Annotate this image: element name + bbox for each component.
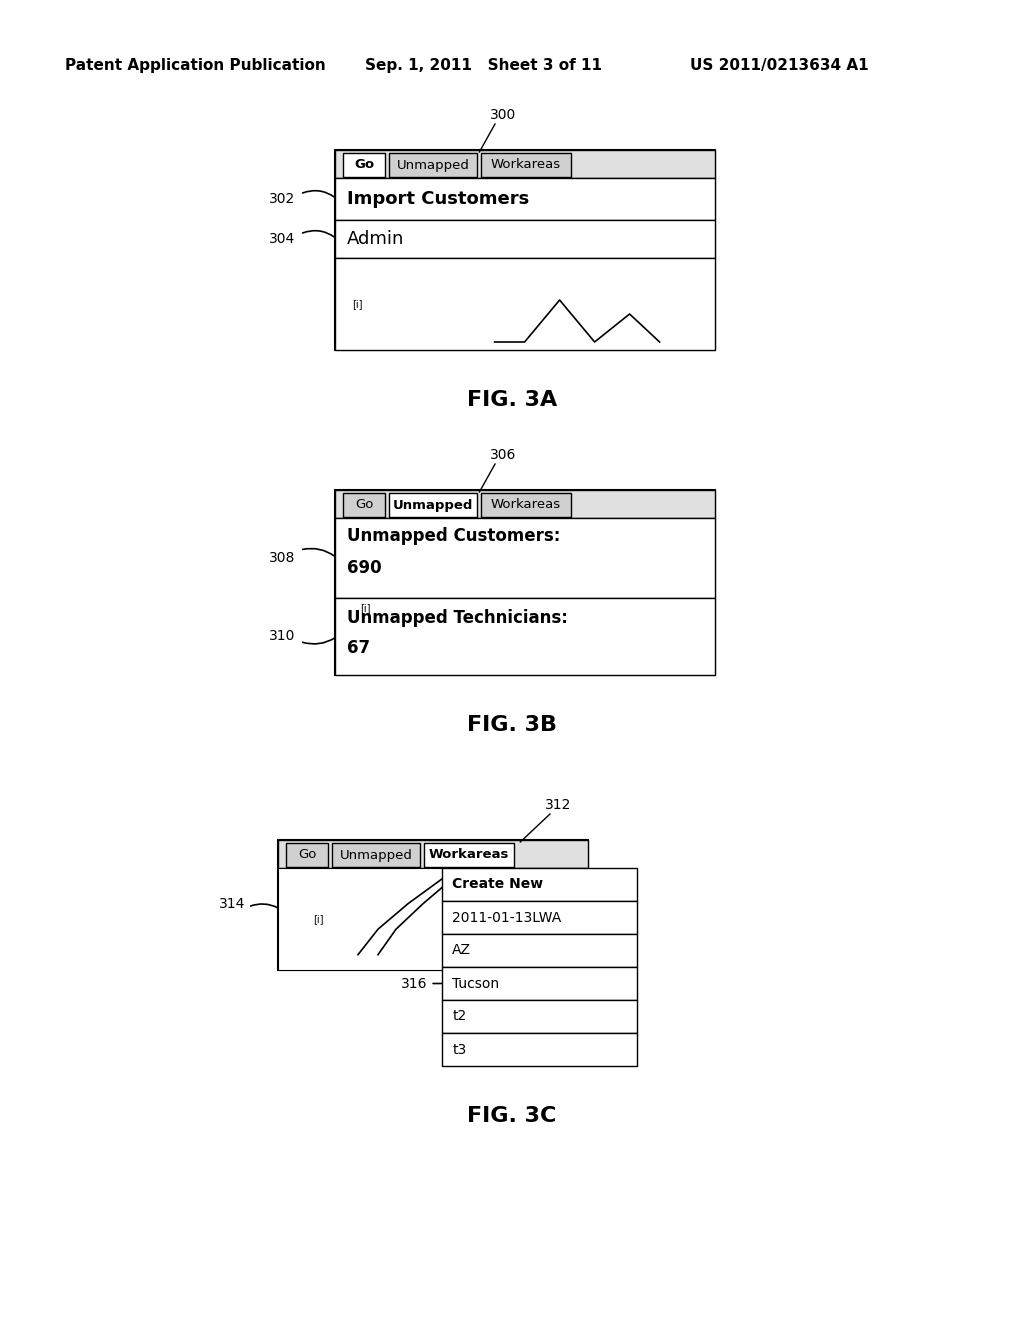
Text: 302: 302 <box>268 191 295 206</box>
Text: AZ: AZ <box>453 944 471 957</box>
Text: 690: 690 <box>347 558 382 577</box>
Text: t3: t3 <box>453 1043 467 1056</box>
Bar <box>286 843 328 867</box>
Text: Go: Go <box>354 499 373 511</box>
Text: FIG. 3C: FIG. 3C <box>467 1106 557 1126</box>
Bar <box>442 869 637 902</box>
Text: 2011-01-13LWA: 2011-01-13LWA <box>453 911 561 924</box>
Bar <box>335 490 715 675</box>
Text: Patent Application Publication: Patent Application Publication <box>65 58 326 73</box>
Text: 316: 316 <box>400 977 427 990</box>
Text: Unmapped: Unmapped <box>393 499 473 511</box>
Bar <box>335 517 715 598</box>
Text: FIG. 3A: FIG. 3A <box>467 389 557 411</box>
Text: 308: 308 <box>268 550 295 565</box>
Bar <box>335 220 715 257</box>
Text: Workareas: Workareas <box>490 499 561 511</box>
Text: Workareas: Workareas <box>490 158 561 172</box>
Bar <box>442 902 637 935</box>
Text: [i]: [i] <box>312 913 324 924</box>
Bar <box>442 1034 637 1067</box>
Bar <box>335 490 715 517</box>
Bar <box>335 257 715 350</box>
Bar <box>335 150 715 178</box>
Text: Unmapped Customers:: Unmapped Customers: <box>347 527 560 545</box>
Text: Admin: Admin <box>347 230 404 248</box>
Text: 312: 312 <box>545 799 571 812</box>
Text: 306: 306 <box>490 447 516 462</box>
Bar <box>278 840 588 970</box>
Bar <box>343 153 385 177</box>
Bar <box>278 840 588 869</box>
Text: Go: Go <box>354 158 374 172</box>
Bar <box>335 178 715 220</box>
Text: Tucson: Tucson <box>453 977 500 990</box>
Text: Import Customers: Import Customers <box>347 190 529 209</box>
Bar <box>343 492 385 517</box>
Bar <box>335 598 715 675</box>
Text: 304: 304 <box>268 232 295 246</box>
Bar <box>332 843 420 867</box>
Bar <box>424 843 514 867</box>
Text: Workareas: Workareas <box>429 849 509 862</box>
Text: 314: 314 <box>219 898 245 911</box>
Bar <box>389 492 477 517</box>
Text: [i]: [i] <box>359 603 371 612</box>
Text: Unmapped Technicians:: Unmapped Technicians: <box>347 609 568 627</box>
Bar <box>278 869 588 970</box>
Text: t2: t2 <box>453 1010 467 1023</box>
Text: 300: 300 <box>490 108 516 121</box>
Text: Unmapped: Unmapped <box>396 158 469 172</box>
Text: [i]: [i] <box>352 300 362 309</box>
Bar <box>442 1001 637 1034</box>
Text: Create New: Create New <box>453 878 544 891</box>
Bar <box>481 492 571 517</box>
Bar <box>442 968 637 1001</box>
Text: Unmapped: Unmapped <box>340 849 413 862</box>
Text: US 2011/0213634 A1: US 2011/0213634 A1 <box>690 58 868 73</box>
Bar <box>389 153 477 177</box>
Text: 310: 310 <box>268 630 295 644</box>
Text: 67: 67 <box>347 639 370 657</box>
Bar <box>481 153 571 177</box>
Bar <box>335 150 715 350</box>
Text: FIG. 3B: FIG. 3B <box>467 715 557 735</box>
Text: Go: Go <box>298 849 316 862</box>
Text: Sep. 1, 2011   Sheet 3 of 11: Sep. 1, 2011 Sheet 3 of 11 <box>365 58 602 73</box>
Bar <box>442 935 637 968</box>
